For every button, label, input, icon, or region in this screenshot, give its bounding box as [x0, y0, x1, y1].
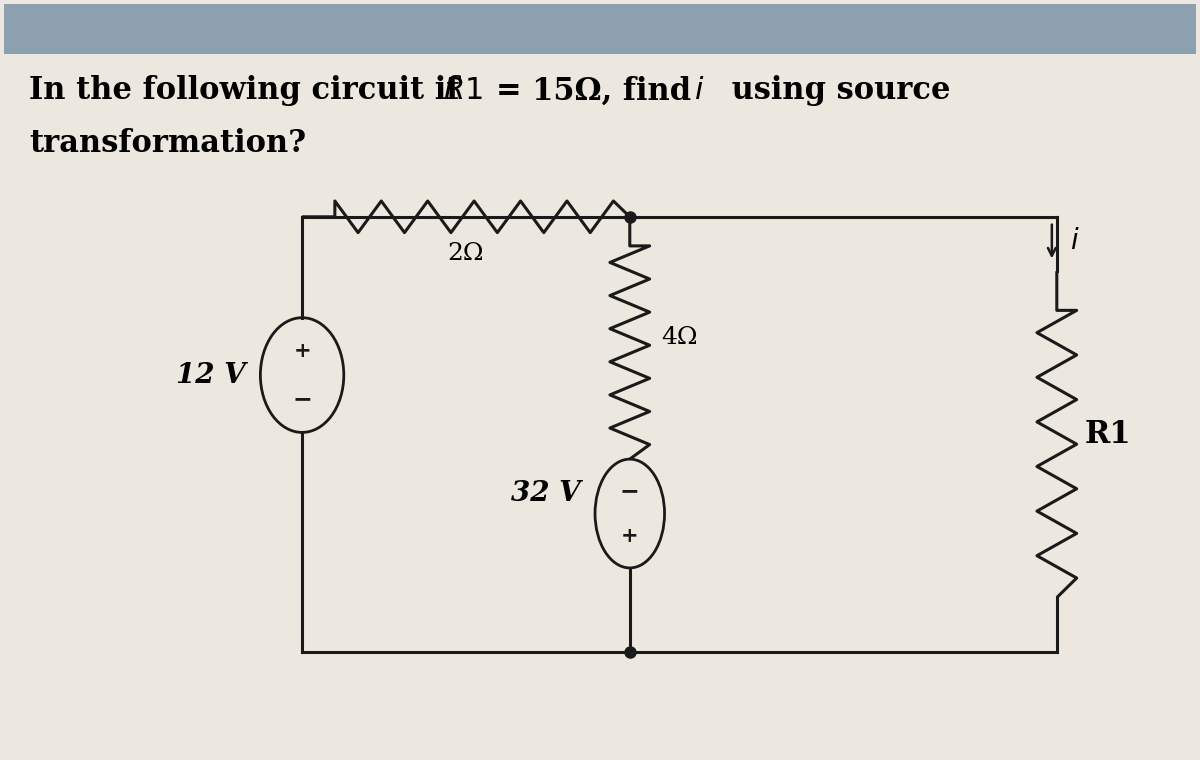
- Text: In the following circuit if: In the following circuit if: [29, 75, 470, 106]
- Text: +: +: [293, 341, 311, 361]
- Text: 12 V: 12 V: [176, 362, 246, 388]
- Text: = 15Ω, find: = 15Ω, find: [496, 75, 702, 106]
- Text: −: −: [620, 479, 640, 502]
- Text: R1: R1: [1085, 419, 1132, 450]
- Text: −: −: [293, 387, 312, 411]
- Text: $i$: $i$: [1069, 228, 1079, 255]
- Text: $i$: $i$: [695, 75, 704, 106]
- Text: $R1$: $R1$: [443, 75, 482, 106]
- Text: using source: using source: [721, 75, 950, 106]
- Text: 32 V: 32 V: [510, 480, 580, 507]
- Text: 2Ω: 2Ω: [448, 242, 484, 264]
- Text: transformation?: transformation?: [29, 128, 306, 159]
- Text: +: +: [620, 527, 638, 546]
- Bar: [4, 4, 1196, 54]
- Text: 4Ω: 4Ω: [661, 327, 698, 350]
